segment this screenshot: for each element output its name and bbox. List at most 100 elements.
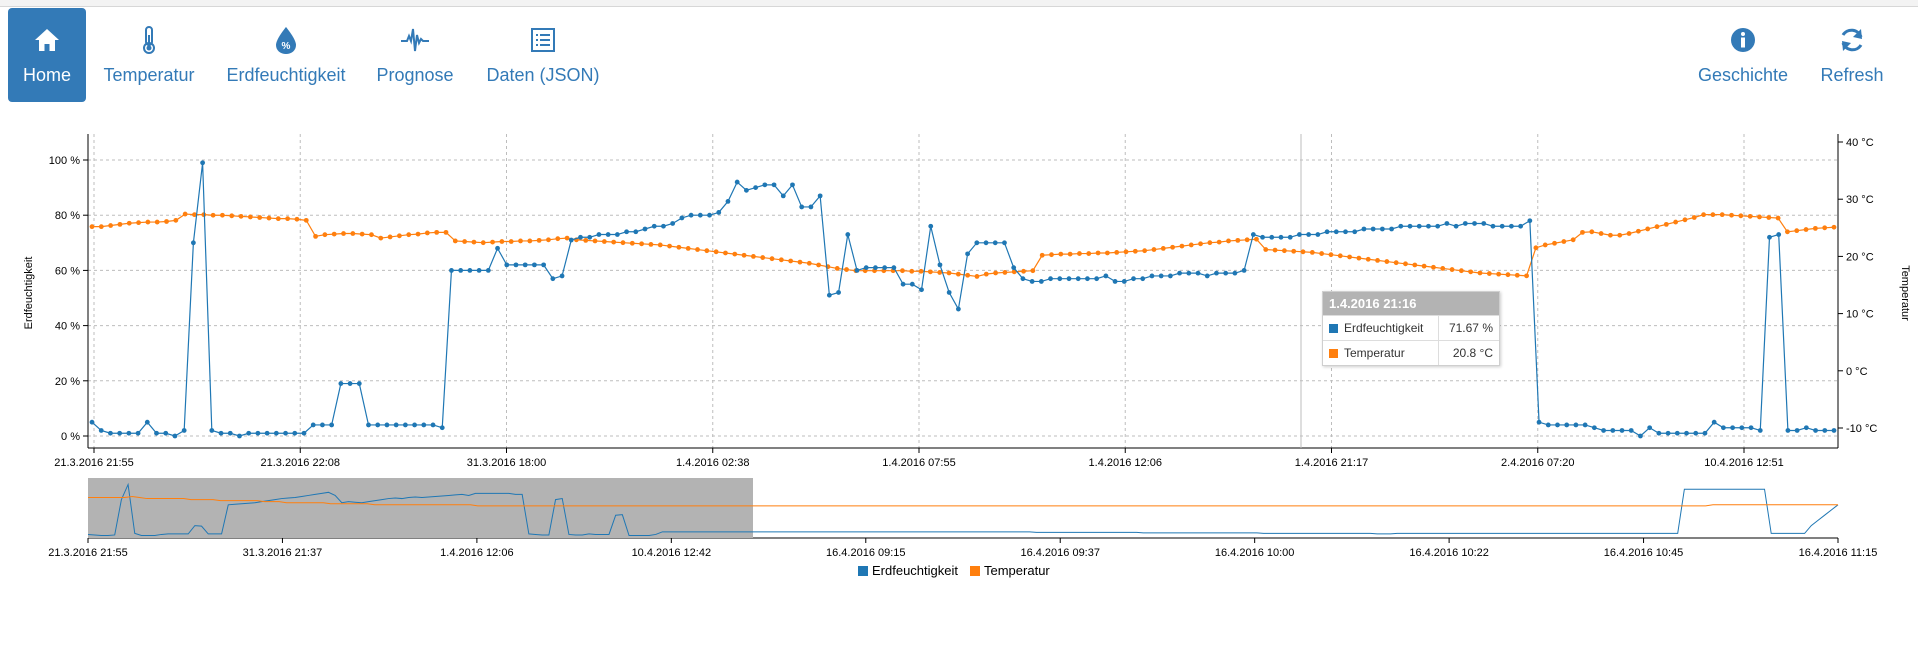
- nav-erdfeuchtigkeit[interactable]: % Erdfeuchtigkeit: [220, 8, 352, 102]
- y-tick-label: 80 %: [55, 210, 80, 222]
- nav-daten-json[interactable]: Daten (JSON): [480, 8, 606, 102]
- data-point: [1179, 243, 1185, 249]
- nav-home[interactable]: Home: [8, 8, 86, 102]
- data-point: [200, 160, 206, 166]
- nav-refresh[interactable]: Refresh: [1810, 8, 1894, 102]
- data-point: [229, 213, 235, 219]
- data-point: [1177, 270, 1182, 276]
- data-point: [826, 292, 832, 298]
- data-point: [704, 248, 710, 254]
- navigator-tick-label: 16.4.2016 09:37: [1020, 547, 1100, 559]
- data-point: [1776, 232, 1782, 237]
- chart[interactable]: 100 % 80 % 60 % 40 % 20 % 0 % 40 °C 30 °C 20 °C…: [0, 110, 1918, 580]
- data-point: [1757, 214, 1762, 220]
- data-point: [688, 212, 694, 218]
- data-point: [415, 231, 421, 237]
- legend-item-erdfeuchtigkeit[interactable]: Erdfeuchtigkeit: [858, 563, 958, 578]
- data-point: [375, 422, 381, 428]
- data-point: [882, 265, 888, 271]
- tooltip: 1.4.2016 21:16 Erdfeuchtigkeit 71.67 % T…: [1322, 291, 1500, 366]
- data-point: [725, 199, 731, 204]
- data-point: [1132, 248, 1138, 254]
- data-point: [1453, 223, 1459, 229]
- data-point: [1416, 223, 1422, 229]
- data-point: [384, 422, 390, 428]
- data-point: [1747, 213, 1753, 219]
- data-point: [806, 260, 812, 266]
- data-point: [190, 240, 196, 246]
- data-point: [695, 247, 700, 252]
- data-point: [555, 236, 561, 242]
- data-point: [1561, 239, 1567, 244]
- data-point: [406, 232, 412, 238]
- navigator-brush[interactable]: [88, 478, 753, 538]
- data-point: [1822, 428, 1828, 433]
- data-point: [1481, 221, 1487, 226]
- data-point: [760, 255, 766, 260]
- data-point: [1067, 251, 1073, 257]
- tooltip-swatch: [1329, 323, 1338, 333]
- data-point: [1379, 226, 1385, 232]
- data-point: [983, 240, 989, 246]
- data-point: [1691, 215, 1697, 220]
- top-navbar: Home Temperatur % Erdfeuchtigkeit Progno…: [0, 8, 1918, 104]
- data-point: [1021, 268, 1026, 274]
- nav-daten-json-label: Daten (JSON): [486, 64, 600, 85]
- data-point: [1444, 221, 1450, 226]
- data-point: [485, 268, 491, 273]
- data-point: [605, 232, 611, 237]
- data-point: [744, 187, 749, 193]
- data-point: [117, 430, 123, 436]
- data-point: [993, 270, 999, 276]
- data-point: [1123, 249, 1129, 255]
- data-point: [1337, 253, 1343, 259]
- data-point: [424, 230, 430, 236]
- data-point: [1426, 223, 1431, 229]
- data-point: [402, 422, 408, 428]
- data-point: [238, 213, 244, 219]
- data-point: [331, 231, 337, 237]
- y2-tick-label: 40 °C: [1846, 137, 1874, 149]
- data-point: [1730, 425, 1736, 431]
- nav-temperatur[interactable]: Temperatur: [98, 8, 200, 102]
- data-point: [1370, 226, 1376, 232]
- data-point: [1813, 428, 1818, 433]
- data-point: [1527, 218, 1533, 224]
- data-point: [578, 234, 583, 240]
- data-point: [629, 240, 635, 246]
- legend: Erdfeuchtigkeit Temperatur: [858, 563, 1062, 578]
- data-point: [1812, 225, 1818, 231]
- nav-prognose[interactable]: Prognose: [372, 8, 458, 102]
- data-point: [1384, 259, 1390, 264]
- data-point: [1269, 234, 1275, 240]
- data-point: [536, 237, 542, 243]
- data-point: [1570, 237, 1576, 243]
- data-point: [1287, 234, 1293, 240]
- data-point: [1038, 279, 1044, 284]
- data-point: [227, 430, 233, 436]
- data-point: [648, 241, 654, 247]
- navigator[interactable]: 21.3.2016 21:55 31.3.2016 21:37 1.4.2016 1…: [48, 478, 1877, 559]
- data-point: [1545, 422, 1551, 428]
- data-point: [788, 258, 794, 264]
- y2-tick-label: 10 °C: [1846, 309, 1874, 321]
- data-point: [172, 433, 178, 439]
- navigator-tick-label: 31.3.2016 21:37: [243, 547, 323, 559]
- series-erdfeuchtigkeit: [89, 160, 1837, 439]
- navigator-tick-label: 16.4.2016 09:15: [826, 547, 906, 559]
- data-point: [1403, 261, 1408, 267]
- y-axis-label: Erdfeuchtigkeit: [23, 257, 35, 330]
- data-point: [1140, 276, 1146, 282]
- tooltip-row-name: Erdfeuchtigkeit: [1344, 321, 1424, 335]
- data-point: [1757, 428, 1763, 433]
- legend-item-temperatur[interactable]: Temperatur: [970, 563, 1050, 578]
- data-point: [1226, 238, 1231, 244]
- data-point: [1486, 271, 1492, 276]
- legend-swatch: [858, 565, 868, 576]
- series-line: [92, 213, 1835, 278]
- data-point: [1244, 237, 1250, 243]
- data-point: [1628, 428, 1634, 433]
- data-point: [1020, 276, 1026, 282]
- nav-geschichte[interactable]: Geschichte: [1688, 8, 1798, 102]
- data-point: [946, 290, 952, 295]
